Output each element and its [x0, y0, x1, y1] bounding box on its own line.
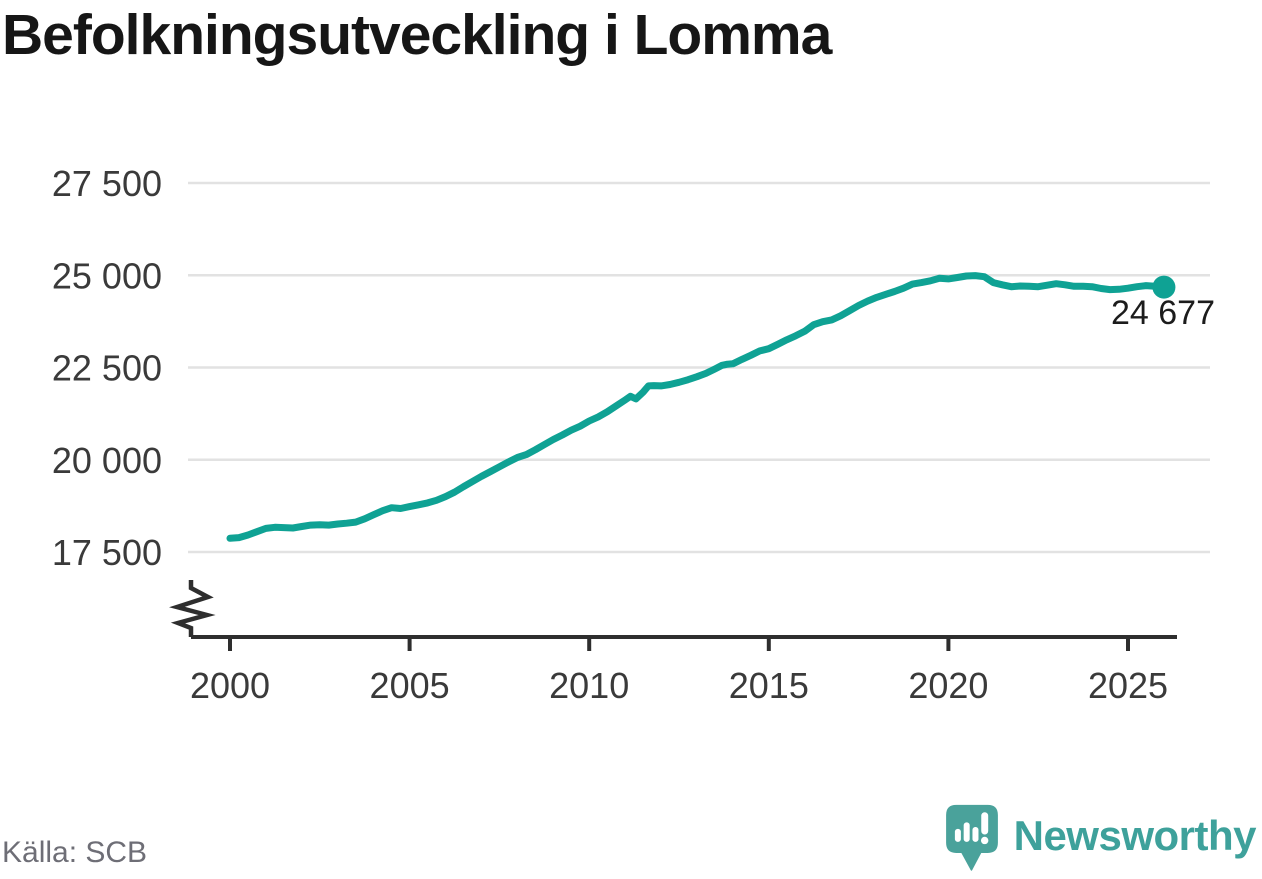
bar-1 — [954, 828, 961, 842]
population-line — [226, 272, 1168, 542]
y-tick-label: 25 000 — [52, 255, 162, 296]
x-tick-label: 2000 — [190, 665, 270, 706]
exclamation-bar — [980, 812, 988, 835]
end-point-dot — [1152, 275, 1176, 299]
x-tick-label: 2025 — [1088, 665, 1168, 706]
speech-bubble-shape — [945, 804, 998, 871]
source-caption: Källa: SCB — [2, 836, 148, 869]
newsworthy-logo-icon — [945, 804, 998, 871]
bar-chart-glyph — [954, 812, 988, 845]
x-tick-label: 2015 — [729, 665, 809, 706]
bar-2 — [963, 822, 970, 842]
y-tick-label: 22 500 — [52, 348, 162, 389]
end-value-label: 24 677 — [1111, 294, 1215, 332]
x-tick-label: 2010 — [549, 665, 629, 706]
chart-title: Befolkningsutveckling i Lomma — [2, 3, 832, 67]
bar-3 — [972, 827, 979, 842]
axis-break-icon — [169, 580, 216, 637]
y-tick-label: 17 500 — [52, 532, 162, 573]
x-tick-label: 2020 — [908, 665, 988, 706]
newsworthy-logo: Newsworthy — [944, 802, 1257, 878]
x-tick-label: 2005 — [370, 665, 450, 706]
newsworthy-logo-text: Newsworthy — [1013, 812, 1257, 859]
y-tick-label: 20 000 — [52, 440, 162, 481]
exclamation-dot — [980, 836, 988, 845]
y-tick-label: 27 500 — [52, 163, 162, 204]
